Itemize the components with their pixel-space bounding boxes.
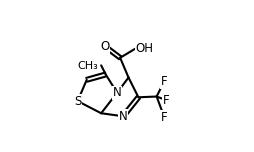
- Text: F: F: [161, 111, 168, 124]
- Text: F: F: [161, 75, 168, 88]
- Text: N: N: [119, 110, 128, 123]
- Text: O: O: [100, 40, 109, 53]
- Text: F: F: [163, 94, 170, 107]
- Text: N: N: [113, 86, 121, 99]
- Text: S: S: [74, 95, 81, 108]
- Text: OH: OH: [135, 42, 153, 55]
- Text: CH₃: CH₃: [78, 61, 99, 71]
